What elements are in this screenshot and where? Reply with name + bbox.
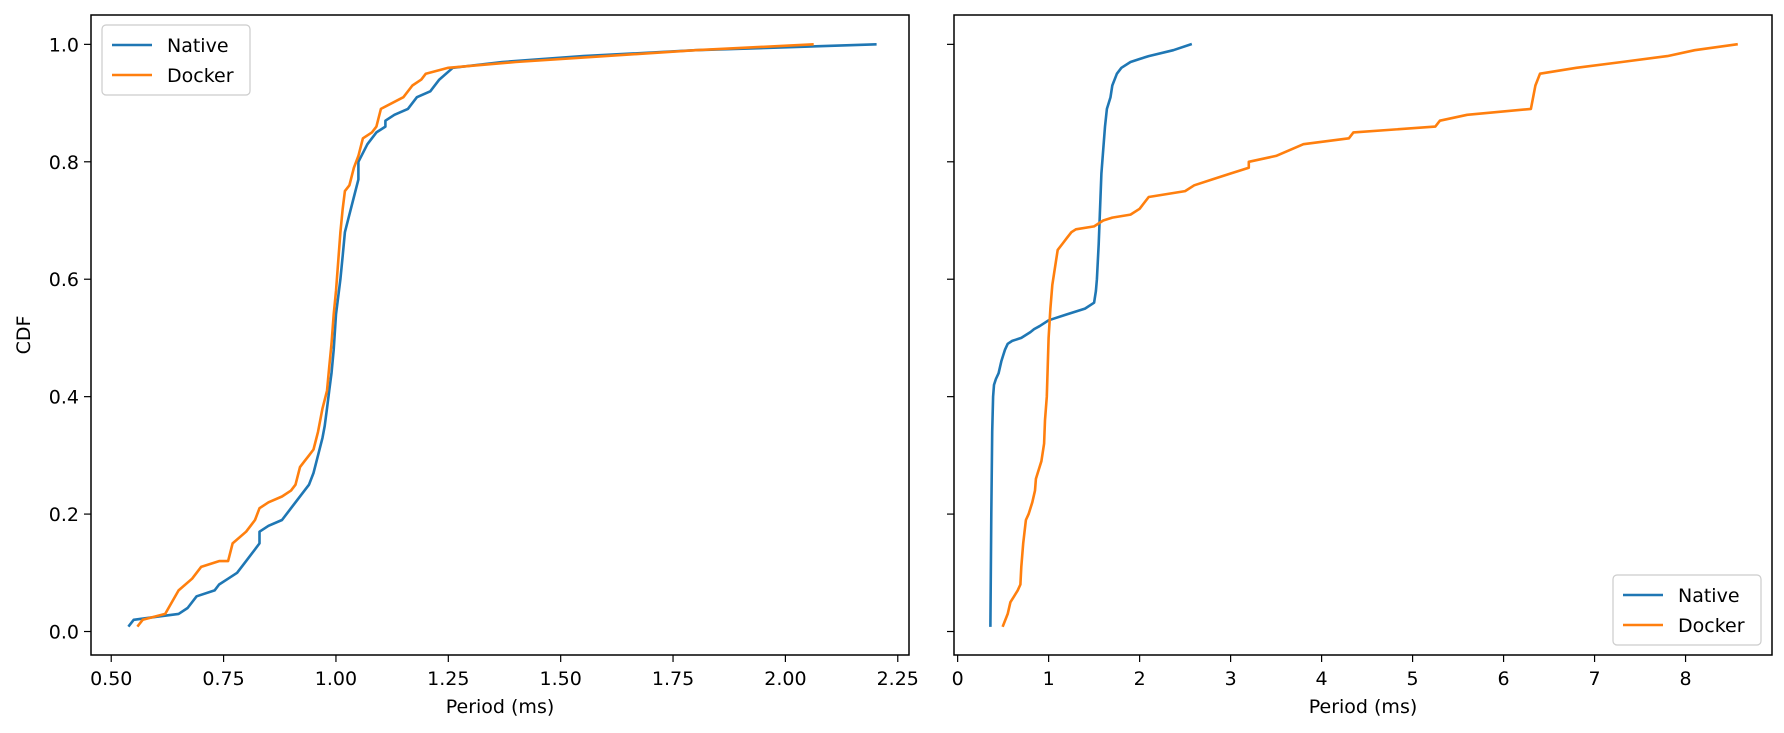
legend-label-native: Native <box>1678 585 1740 607</box>
plot-frame <box>953 14 1773 656</box>
series-line-docker <box>136 43 814 628</box>
y-tick-label: 0.6 <box>49 269 79 291</box>
x-tick-label: 8 <box>1680 668 1692 690</box>
x-tick-label: 1.50 <box>540 668 582 690</box>
series-line-native <box>989 42 1193 627</box>
x-tick-label: 2.25 <box>877 668 919 690</box>
legend-box <box>101 24 251 96</box>
x-tick-label: 2 <box>1134 668 1146 690</box>
x-tick-label: 0.50 <box>90 668 132 690</box>
x-tick-label: 7 <box>1589 668 1601 690</box>
chart-panel-1: 0.50 0.75 1.00 1.25 1.50 1.75 2.00 2.25 0.0 0.2 0.… <box>13 14 919 718</box>
y-tick-label: 0.0 <box>49 622 79 644</box>
x-tick-label: 5 <box>1407 668 1419 690</box>
x-tick-label: 1.25 <box>427 668 469 690</box>
x-tick-label: 4 <box>1316 668 1328 690</box>
x-tick-label: 2.00 <box>764 668 806 690</box>
legend: Native Docker <box>101 24 251 96</box>
y-tick-label: 0.2 <box>49 504 79 526</box>
x-tick-label: 1.00 <box>315 668 357 690</box>
legend: Native Docker <box>1612 574 1762 646</box>
x-tick-label: 0.75 <box>202 668 244 690</box>
x-tick-label: 0 <box>952 668 964 690</box>
y-tick-label: 0.4 <box>49 387 79 409</box>
x-axis-label: Period (ms) <box>446 696 555 718</box>
legend-label-docker: Docker <box>167 65 234 87</box>
x-tick-label: 1 <box>1043 668 1055 690</box>
y-tick-label: 0.8 <box>49 152 79 174</box>
x-tick-label: 1.75 <box>652 668 694 690</box>
y-tick-label: 1.0 <box>49 34 79 56</box>
legend-label-docker: Docker <box>1678 615 1745 637</box>
series-line-docker <box>1001 42 1738 628</box>
legend-label-native: Native <box>167 35 229 57</box>
x-tick-label: 6 <box>1498 668 1510 690</box>
legend-box <box>1612 574 1762 646</box>
plot-frame <box>90 14 910 656</box>
y-axis-label: CDF <box>13 316 35 355</box>
chart-panel-2: 0 1 2 3 4 5 6 7 8 Period (ms) Native Docker <box>947 14 1773 718</box>
x-tick-label: 3 <box>1225 668 1237 690</box>
x-axis-label: Period (ms) <box>1309 696 1418 718</box>
series-line-native <box>127 43 877 628</box>
